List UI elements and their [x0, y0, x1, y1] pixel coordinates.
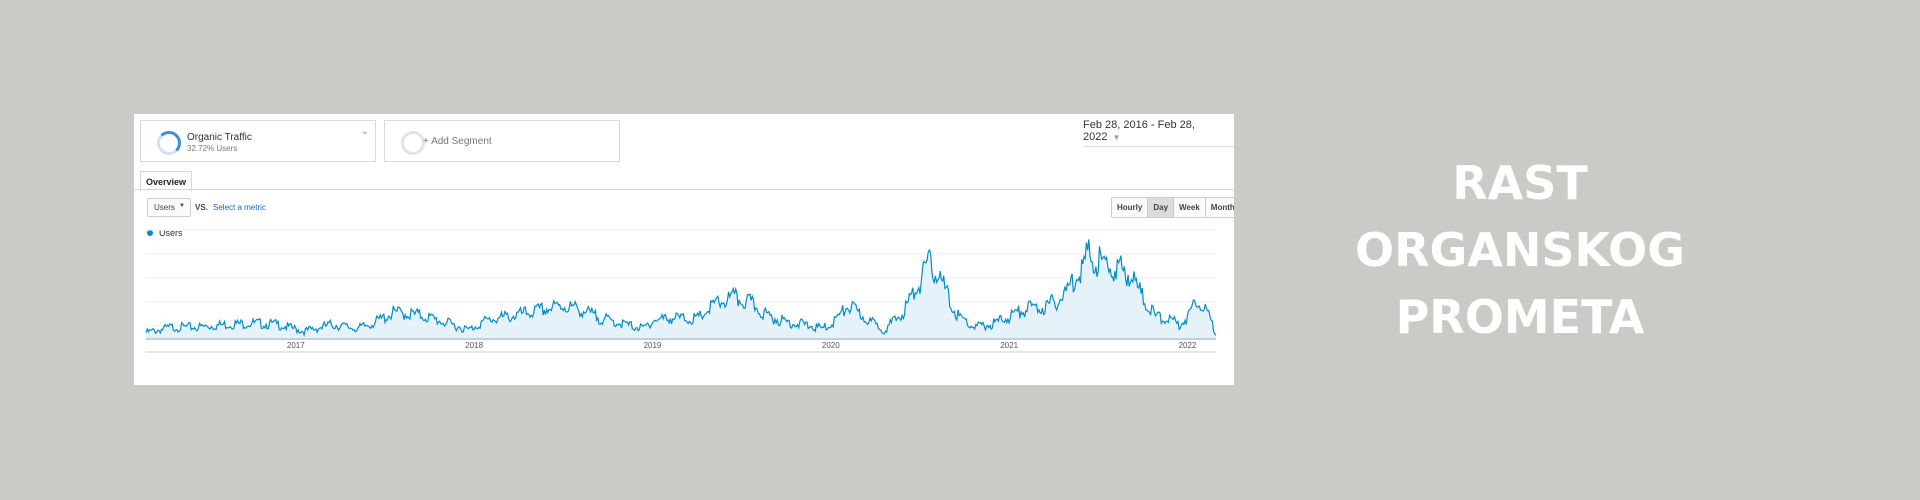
x-tick-label: 2020 — [822, 341, 840, 350]
dropdown-arrow-icon: ▼ — [179, 203, 185, 209]
analytics-panel: Organic Traffic 32.72% Users ⌄ + Add Seg… — [134, 114, 1234, 385]
granularity-day-button[interactable]: Day — [1147, 198, 1174, 217]
metric-select[interactable]: Users ▼ — [147, 198, 191, 217]
segment-ring-icon — [157, 131, 181, 155]
headline-line-2: ORGANSKOG — [1355, 223, 1685, 277]
vs-label: VS. — [195, 203, 208, 212]
users-area-fill — [146, 239, 1216, 338]
legend-users-label: Users — [159, 228, 183, 238]
granularity-hourly-button[interactable]: Hourly — [1112, 198, 1148, 217]
empty-segment-ring-icon — [401, 131, 425, 155]
select-metric-link[interactable]: Select a metric — [213, 203, 266, 212]
legend-dot-icon — [147, 230, 153, 236]
x-tick-label: 2021 — [1000, 341, 1018, 350]
x-tick-label: 2022 — [1179, 341, 1197, 350]
tab-overview[interactable]: Overview — [140, 171, 193, 191]
chart-legend: Users — [147, 228, 183, 238]
segment-subtitle: 32.72% Users — [187, 144, 238, 153]
caret-down-icon: ▼ — [1112, 133, 1121, 142]
add-segment-label: + Add Segment — [423, 136, 492, 147]
x-tick-label: 2017 — [287, 341, 305, 350]
x-tick-label: 2019 — [644, 341, 662, 350]
granularity-week-button[interactable]: Week — [1173, 198, 1205, 217]
x-tick-label: 2018 — [465, 341, 483, 350]
users-series-line — [145, 239, 1217, 338]
metric-select-value: Users — [154, 203, 175, 212]
headline-line-1: RAST — [1452, 156, 1588, 210]
organic-traffic-segment[interactable]: Organic Traffic 32.72% Users ⌄ — [140, 120, 376, 162]
segment-title: Organic Traffic — [187, 132, 252, 143]
headline: RAST ORGANSKOG PROMETA — [1340, 150, 1700, 351]
chevron-down-icon[interactable]: ⌄ — [360, 126, 369, 137]
date-range-picker[interactable]: Feb 28, 2016 - Feb 28, 2022 ▼ — [1083, 119, 1234, 147]
tab-divider — [134, 189, 1234, 190]
add-segment-button[interactable]: + Add Segment — [384, 120, 620, 162]
date-range-text: Feb 28, 2016 - Feb 28, 2022 — [1083, 119, 1195, 143]
headline-line-3: PROMETA — [1395, 290, 1645, 344]
granularity-month-button[interactable]: Month — [1204, 198, 1234, 217]
granularity-toggle: Hourly Day Week Month — [1111, 197, 1234, 218]
